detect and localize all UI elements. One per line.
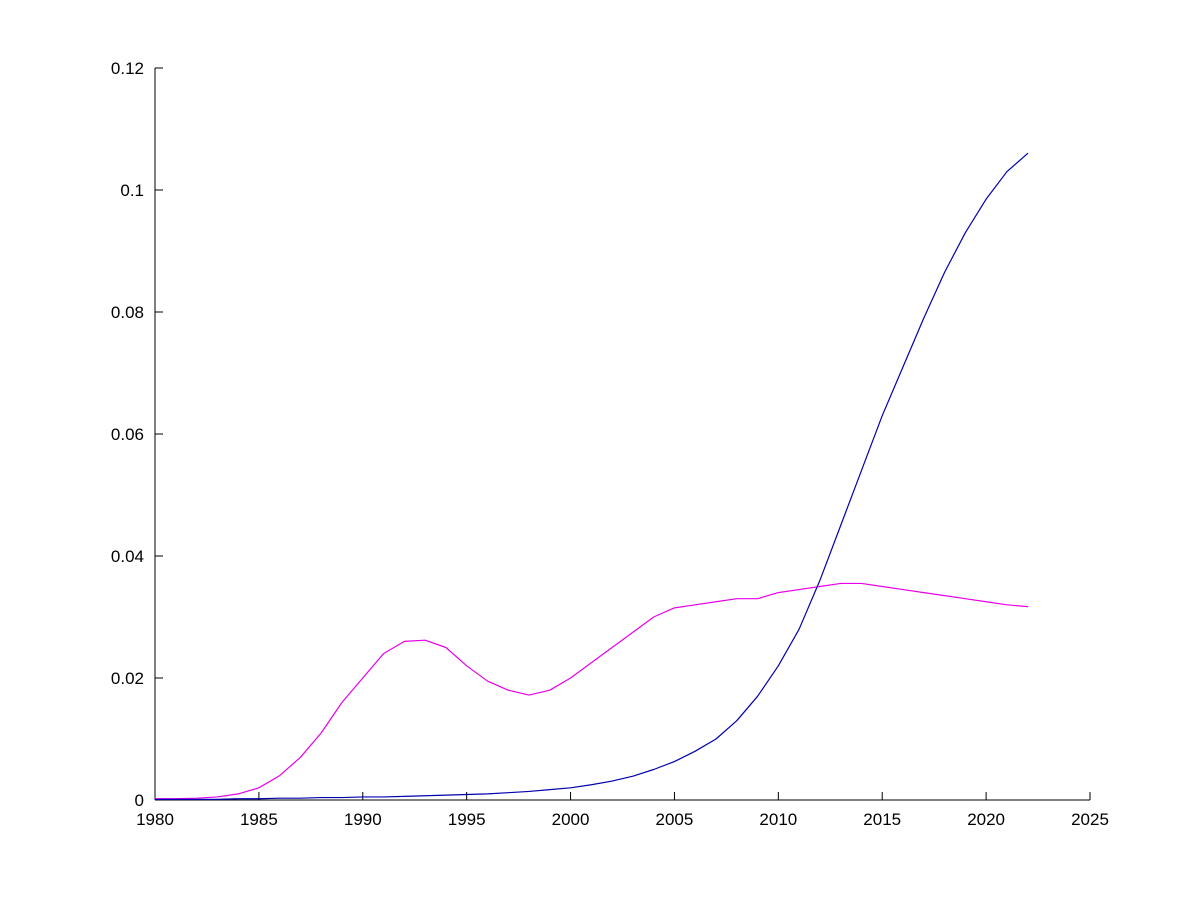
x-tick-label: 1995 xyxy=(448,810,486,829)
x-tick-label: 2000 xyxy=(552,810,590,829)
x-tick-label: 2020 xyxy=(967,810,1005,829)
x-tick-label: 2010 xyxy=(759,810,797,829)
x-tick-label: 1985 xyxy=(240,810,278,829)
y-tick-label: 0.06 xyxy=(111,425,144,444)
x-tick-label: 1980 xyxy=(136,810,174,829)
x-tick-label: 2015 xyxy=(863,810,901,829)
series-line-magenta xyxy=(154,582,1029,800)
y-tick-label: 0.08 xyxy=(111,303,144,322)
x-tick-label: 2025 xyxy=(1071,810,1109,829)
y-tick-label: 0.1 xyxy=(120,181,144,200)
x-tick-label: 2005 xyxy=(656,810,694,829)
y-tick-label: 0.04 xyxy=(111,547,144,566)
y-tick-label: 0.12 xyxy=(111,59,144,78)
x-tick-label: 1990 xyxy=(344,810,382,829)
y-tick-label: 0.02 xyxy=(111,669,144,688)
series-line-blue xyxy=(154,152,1029,800)
y-tick-label: 0 xyxy=(135,791,144,810)
